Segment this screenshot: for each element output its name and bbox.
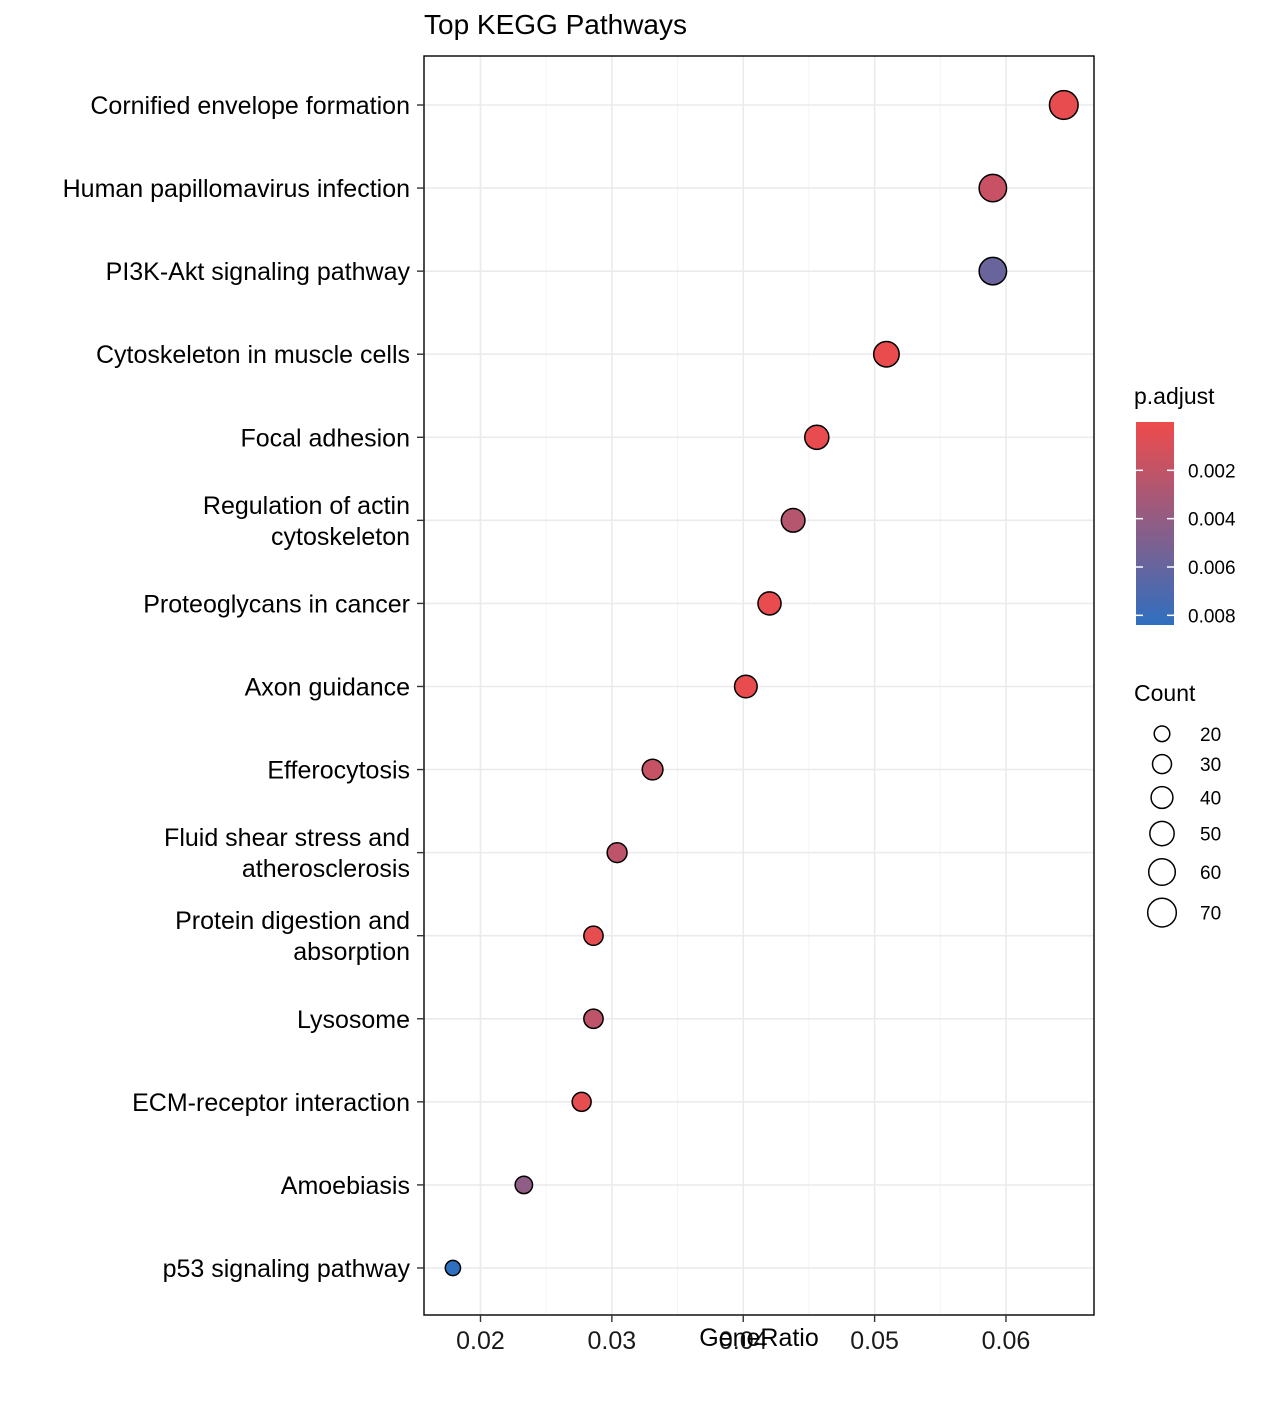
y-axis-label: Efferocytosis bbox=[267, 757, 410, 785]
y-axis-label: Focal adhesion bbox=[240, 424, 410, 452]
data-point bbox=[780, 507, 806, 533]
y-axis-label: Proteoglycans in cancer bbox=[143, 590, 410, 618]
data-point bbox=[606, 841, 628, 864]
data-point bbox=[757, 591, 782, 616]
x-tick-label: 0.04 bbox=[719, 1327, 768, 1355]
data-point bbox=[583, 925, 604, 947]
data-point bbox=[514, 1175, 534, 1195]
color-legend-title: p.adjust bbox=[1134, 383, 1215, 409]
size-legend-title: Count bbox=[1134, 680, 1196, 706]
y-axis-labels: Cornified envelope formation Human papill… bbox=[63, 92, 424, 1283]
data-point bbox=[804, 424, 830, 451]
color-legend-label: 0.008 bbox=[1188, 606, 1236, 627]
size-legend-circle bbox=[1150, 785, 1174, 810]
y-axis-label: Amoebiasis bbox=[281, 1172, 410, 1200]
x-tick-label: 0.03 bbox=[588, 1327, 637, 1355]
x-axis-ticks: 0.02 0.03 0.04 0.05 0.06 bbox=[456, 1315, 1030, 1355]
size-legend-label: 20 bbox=[1200, 725, 1221, 746]
size-legend-label: 50 bbox=[1200, 825, 1221, 846]
y-axis-label: cytoskeleton bbox=[271, 523, 410, 551]
data-point bbox=[444, 1259, 462, 1277]
y-axis-label: ECM-receptor interaction bbox=[132, 1089, 410, 1117]
y-axis-label: Lysosome bbox=[297, 1006, 410, 1034]
size-legend-circle bbox=[1151, 753, 1173, 775]
chart-title: Top KEGG Pathways bbox=[424, 9, 687, 40]
data-point bbox=[641, 758, 664, 781]
x-axis-title: GeneRatio bbox=[699, 1324, 819, 1352]
color-legend: p.adjust 0.002 0.004 0.006 0.008 bbox=[1134, 383, 1236, 627]
size-legend-label: 30 bbox=[1200, 755, 1221, 776]
size-legend-label: 40 bbox=[1200, 788, 1221, 809]
y-axis-label: Regulation of actin bbox=[203, 492, 410, 520]
data-point bbox=[978, 256, 1008, 286]
color-legend-label: 0.002 bbox=[1188, 461, 1236, 482]
size-legend-label: 70 bbox=[1200, 904, 1221, 925]
color-legend-label: 0.006 bbox=[1188, 558, 1236, 579]
data-point bbox=[733, 674, 758, 699]
y-axis-label: Protein digestion and bbox=[175, 907, 410, 935]
size-legend-circle bbox=[1146, 897, 1178, 928]
data-point bbox=[571, 1091, 592, 1113]
y-axis-label: atherosclerosis bbox=[242, 855, 410, 883]
plot-panel bbox=[424, 56, 1094, 1315]
x-tick-label: 0.06 bbox=[982, 1327, 1031, 1355]
size-legend: Count 20 30 40 50 60 70 bbox=[1134, 680, 1221, 928]
data-points bbox=[444, 89, 1079, 1277]
size-legend-circle bbox=[1147, 857, 1177, 887]
color-legend-label: 0.004 bbox=[1188, 510, 1236, 531]
y-axis-label: PI3K-Akt signaling pathway bbox=[106, 258, 411, 286]
grid-lines bbox=[424, 56, 1094, 1315]
y-axis-label: p53 signaling pathway bbox=[163, 1255, 411, 1283]
data-point bbox=[978, 173, 1008, 203]
y-axis-label: Human papillomavirus infection bbox=[63, 175, 410, 203]
size-legend-circle bbox=[1153, 725, 1171, 743]
color-legend-gradient-bar bbox=[1136, 422, 1174, 625]
size-legend-label: 60 bbox=[1200, 863, 1221, 884]
y-axis-label: Axon guidance bbox=[245, 673, 410, 701]
y-axis-label: Cytoskeleton in muscle cells bbox=[96, 341, 410, 369]
y-axis-label: absorption bbox=[293, 938, 410, 966]
size-legend-circle bbox=[1149, 820, 1175, 847]
y-axis-label: Cornified envelope formation bbox=[90, 92, 410, 120]
data-point bbox=[583, 1008, 604, 1030]
data-point bbox=[1048, 89, 1079, 121]
y-axis-label: Fluid shear stress and bbox=[164, 824, 410, 852]
plot-border bbox=[423, 55, 1095, 1316]
data-point bbox=[872, 340, 900, 368]
x-tick-label: 0.05 bbox=[850, 1327, 899, 1355]
x-tick-label: 0.02 bbox=[456, 1327, 505, 1355]
